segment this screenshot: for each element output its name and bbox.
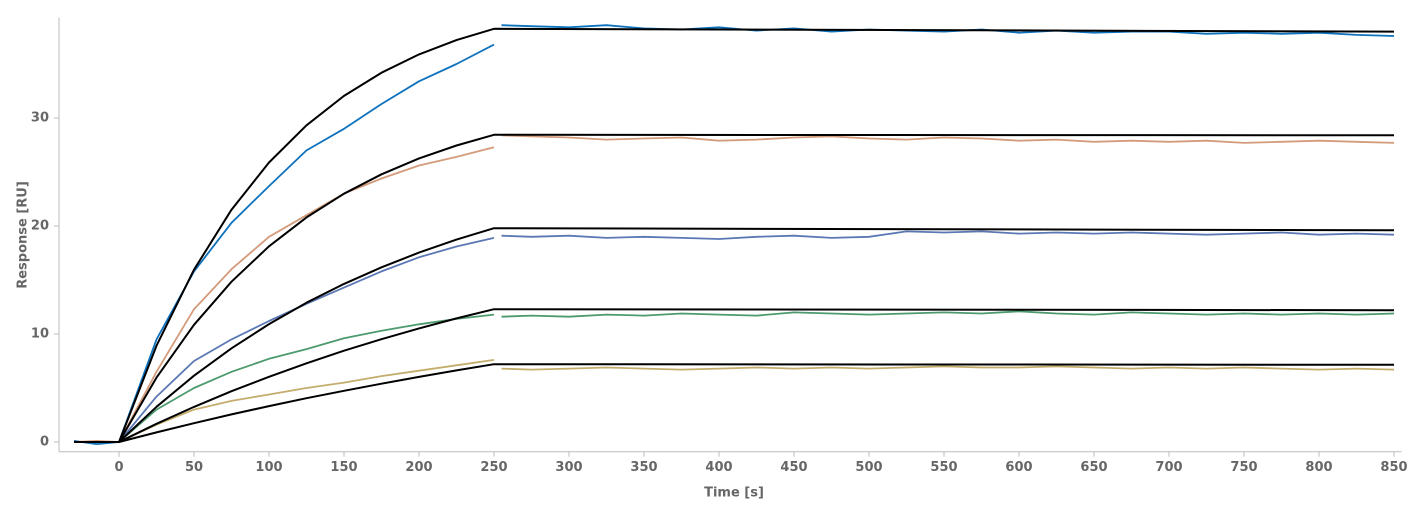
x-tick-label: 300: [555, 460, 582, 475]
fit-line: [74, 363, 1395, 443]
x-tick-label: 400: [705, 460, 732, 475]
x-tick-label: 750: [1230, 460, 1257, 475]
x-tick-label: 550: [930, 460, 957, 475]
x-tick-label: 250: [480, 460, 507, 475]
y-tick-label: 0: [40, 434, 49, 449]
x-tick-label: 200: [405, 460, 432, 475]
x-tick-label: 600: [1005, 460, 1032, 475]
x-tick-label: 650: [1080, 460, 1107, 475]
data-line: [74, 230, 1395, 443]
x-tick-label: 350: [630, 460, 657, 475]
y-tick-label: 30: [31, 111, 49, 126]
x-tick-label: 500: [855, 460, 882, 475]
x-tick-label: 0: [114, 460, 123, 475]
x-tick-label: 700: [1155, 460, 1182, 475]
fit-line: [74, 227, 1395, 443]
data-line: [74, 359, 1395, 443]
fit-line: [74, 308, 1395, 443]
x-tick-label: 450: [780, 460, 807, 475]
x-tick-label: 850: [1380, 460, 1407, 475]
fit-line: [74, 133, 1395, 443]
y-tick-label: 20: [31, 219, 49, 234]
y-tick-label: 10: [31, 326, 49, 341]
x-tick-label: 50: [185, 460, 203, 475]
data-line: [73, 134, 1395, 443]
x-tick-label: 100: [255, 460, 282, 475]
fit-line: [74, 27, 1395, 443]
x-axis-label: Time [s]: [704, 486, 764, 501]
x-tick-label: 150: [330, 460, 357, 475]
x-tick-label: 800: [1305, 460, 1332, 475]
y-axis-label: Response [RU]: [16, 181, 31, 289]
